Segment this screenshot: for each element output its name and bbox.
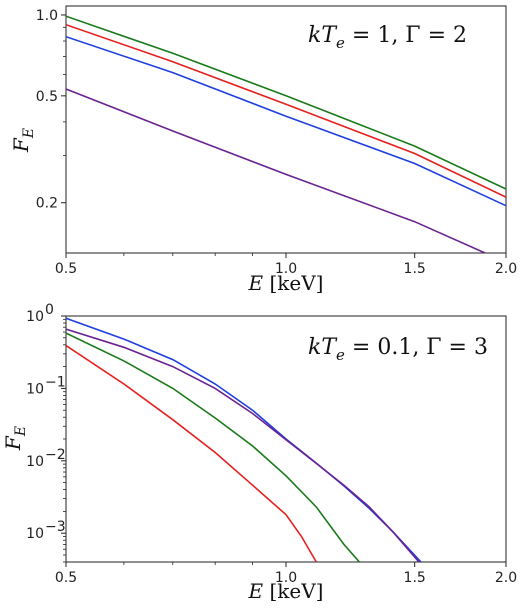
series-line-3 (66, 35, 506, 207)
y-tick-exponent: −3 (45, 519, 66, 535)
top-annotation-kt: kT (308, 23, 338, 48)
x-tick-label: 1.0 (275, 261, 297, 277)
y-tick-label: 10 (26, 309, 44, 325)
y-tick-label: 10 (26, 526, 44, 542)
top-annotation-sub: e (336, 34, 345, 52)
bottom-x-axis-label: E [keV] (248, 579, 324, 603)
x-tick-label: 0.5 (55, 261, 77, 277)
top-x-axis-label: E [keV] (248, 271, 324, 295)
x-tick-label: 1.5 (404, 261, 426, 277)
top-annotation-rest: = 1, Γ = 2 (345, 23, 467, 48)
top-y-ticks: 0.2 0.5 1.0 (36, 8, 66, 212)
bottom-x-ticks: 0.5 1.0 1.5 2.0 (55, 562, 517, 586)
top-x-ticks: 0.5 1.0 1.5 2.0 (55, 253, 517, 277)
top-panel: 0.5 1.0 1.5 2.0 0.2 0.5 1.0 E [keV] FE kTe = … (9, 5, 517, 295)
y-tick-label: 10 (26, 454, 44, 470)
y-tick-exponent: −2 (45, 447, 66, 463)
top-annotation: kTe = 1, Γ = 2 (308, 23, 467, 52)
series-line-2 (66, 328, 420, 562)
y-tick-label: 1.0 (36, 8, 58, 24)
x-tick-label: 0.5 (55, 570, 77, 586)
series-line-4 (66, 344, 317, 562)
series-line-4 (66, 88, 488, 253)
bottom-y-axis-label: FE (1, 426, 29, 451)
bottom-annotation: kTe = 0.1, Γ = 3 (308, 335, 488, 364)
y-tick-label: 0.2 (36, 196, 58, 212)
x-tick-label: 1.0 (275, 570, 297, 586)
bottom-annotation-rest: = 0.1, Γ = 3 (345, 335, 488, 360)
y-tick-label: 10 (26, 381, 44, 397)
x-tick-label: 2.0 (495, 570, 517, 586)
bottom-series-group (66, 317, 422, 562)
top-y-axis-label: FE (9, 128, 37, 153)
bottom-annotation-sub: e (336, 346, 345, 364)
top-series-group (66, 15, 506, 253)
x-tick-label: 1.5 (404, 570, 426, 586)
series-line-2 (66, 23, 506, 198)
series-line-1 (66, 15, 506, 190)
y-tick-exponent: −1 (45, 374, 66, 390)
y-tick-exponent: 0 (45, 302, 54, 318)
x-tick-label: 2.0 (495, 261, 517, 277)
bottom-annotation-kt: kT (308, 335, 338, 360)
series-line-3 (66, 332, 361, 562)
y-tick-label: 0.5 (36, 89, 58, 105)
